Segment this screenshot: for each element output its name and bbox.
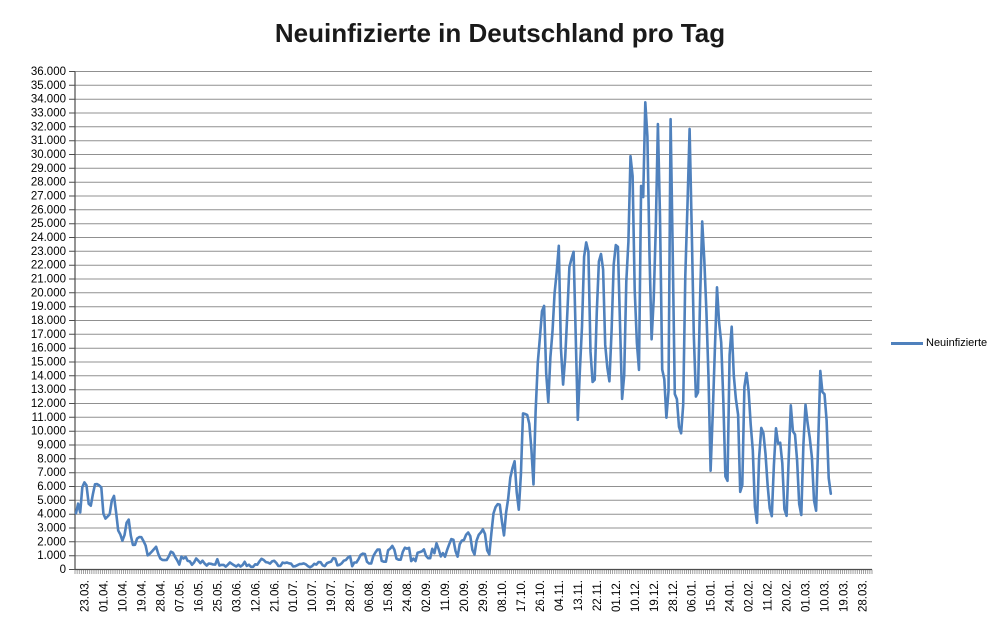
y-axis-label: 0 xyxy=(60,564,66,576)
y-axis-label: 25.000 xyxy=(31,218,66,230)
x-axis-label: 13.11. xyxy=(573,580,585,611)
y-axis-label: 15.000 xyxy=(31,357,66,369)
x-axis-label: 19.12. xyxy=(649,580,661,612)
y-axis-ticks xyxy=(69,71,75,570)
x-axis-label: 20.09. xyxy=(459,580,471,612)
series-line-neuinfizierte xyxy=(74,101,833,569)
chart-title: Neuinfizierte in Deutschland pro Tag xyxy=(274,18,726,48)
y-axis-label: 14.000 xyxy=(31,370,66,382)
x-axis-label: 20.02. xyxy=(782,580,794,612)
y-axis-label: 24.000 xyxy=(31,232,66,244)
y-axis-label: 21.000 xyxy=(31,274,66,286)
gridlines xyxy=(75,71,872,557)
x-axis-label: 02.02. xyxy=(744,580,756,612)
y-axis-label: 5.000 xyxy=(37,495,66,507)
x-axis-label: 19.04. xyxy=(136,580,148,612)
x-axis-label: 01.07. xyxy=(288,580,300,612)
y-axis-label: 13.000 xyxy=(31,384,66,396)
y-axis-label: 22.000 xyxy=(31,260,66,272)
x-axis-label: 25.05. xyxy=(212,580,224,612)
x-axis-label: 02.09. xyxy=(421,580,433,612)
legend-line-sample xyxy=(891,341,923,345)
y-axis-label: 17.000 xyxy=(31,329,66,341)
x-axis-label: 26.10. xyxy=(535,580,547,612)
y-axis-label: 9.000 xyxy=(37,440,66,452)
y-axis-label: 20.000 xyxy=(31,287,66,299)
y-axis-label: 32.000 xyxy=(31,121,66,133)
x-axis-label: 04.11. xyxy=(554,580,566,611)
y-axis-label: 28.000 xyxy=(31,177,66,189)
x-axis-label: 10.07. xyxy=(307,580,319,612)
y-axis-label: 29.000 xyxy=(31,163,66,175)
y-axis-label: 31.000 xyxy=(31,135,66,147)
x-axis-label: 06.08. xyxy=(364,580,376,612)
x-axis-label: 10.03. xyxy=(820,580,832,612)
x-axis-label: 16.05. xyxy=(193,580,205,612)
y-axis-label: 12.000 xyxy=(31,398,66,410)
x-axis-label: 10.12. xyxy=(630,580,642,612)
y-axis-label: 34.000 xyxy=(31,94,66,106)
y-axis-label: 36.000 xyxy=(31,66,66,78)
x-axis-label: 11.02. xyxy=(763,580,775,611)
y-axis-label: 16.000 xyxy=(31,343,66,355)
y-axis-label: 27.000 xyxy=(31,191,66,203)
x-axis-label: 06.01. xyxy=(687,580,699,612)
x-axis-label: 15.01. xyxy=(706,580,718,612)
y-axis-label: 23.000 xyxy=(31,246,66,258)
y-axis-label: 2.000 xyxy=(37,536,66,548)
y-axis-label: 7.000 xyxy=(37,467,66,479)
y-axis-label: 10.000 xyxy=(31,426,66,438)
y-axis-label: 30.000 xyxy=(31,149,66,161)
y-axis-label: 18.000 xyxy=(31,315,66,327)
legend: Neuinfizierte xyxy=(891,336,987,350)
y-axis-label: 8.000 xyxy=(37,453,66,465)
y-axis-label: 6.000 xyxy=(37,481,66,493)
x-axis-label: 19.07. xyxy=(326,580,338,612)
x-axis-label: 01.03. xyxy=(801,580,813,612)
x-axis-label: 12.06. xyxy=(250,580,262,612)
x-axis-label: 29.09. xyxy=(478,580,490,612)
x-axis-ticks xyxy=(74,569,873,574)
x-axis-label: 24.08. xyxy=(402,580,414,612)
y-axis-label: 19.000 xyxy=(31,301,66,313)
x-axis-label: 07.05. xyxy=(174,580,186,612)
y-axis-label: 26.000 xyxy=(31,204,66,216)
x-axis-label: 24.01. xyxy=(725,580,737,612)
y-axis-label: 4.000 xyxy=(37,509,66,521)
x-axis-label: 28.07. xyxy=(345,580,357,612)
x-axis-label: 28.12. xyxy=(668,580,680,612)
y-axis-label: 35.000 xyxy=(31,80,66,92)
y-axis-label: 11.000 xyxy=(32,412,66,424)
x-axis-label: 08.10. xyxy=(497,580,509,612)
y-axis-label: 1.000 xyxy=(37,550,66,562)
y-axis-label: 33.000 xyxy=(31,108,66,120)
x-axis-label: 03.06. xyxy=(231,580,243,612)
x-axis-label: 01.04. xyxy=(99,580,111,612)
x-axis-label: 10.04. xyxy=(117,580,129,612)
y-axis-label: 3.000 xyxy=(37,523,66,535)
x-axis-label: 11.09. xyxy=(440,580,452,611)
x-axis-label: 23.03. xyxy=(80,580,92,612)
legend-label: Neuinfizierte xyxy=(926,337,988,349)
x-axis-label: 28.04. xyxy=(155,580,167,612)
x-axis-label: 21.06. xyxy=(269,580,281,612)
x-axis-label: 19.03. xyxy=(839,580,851,612)
x-axis-label: 01.12. xyxy=(611,580,623,612)
x-axis-label: 28.03. xyxy=(858,580,870,612)
x-axis-label: 22.11. xyxy=(592,580,604,611)
x-axis-label: 15.08. xyxy=(383,580,395,612)
x-axis-label: 17.10. xyxy=(516,580,528,612)
